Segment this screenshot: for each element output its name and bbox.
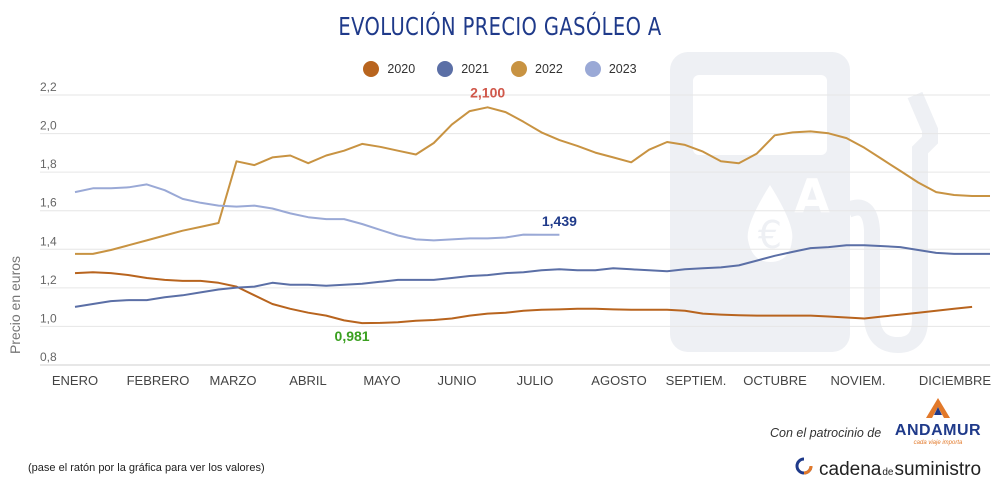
brand-part1: cadena bbox=[819, 459, 882, 480]
grid-lines bbox=[40, 94, 990, 366]
y-axis: 0,8 1,0 1,2 1,4 1,6 1,8 2,0 2,2 bbox=[40, 80, 57, 364]
andamur-logo-icon bbox=[926, 398, 950, 418]
y-tick-label: 2,0 bbox=[40, 119, 57, 133]
legend: 2020 2021 2022 2023 bbox=[0, 61, 1000, 77]
x-tick-label: ENERO bbox=[52, 373, 98, 388]
legend-swatch bbox=[363, 61, 380, 77]
y-tick-label: 1,2 bbox=[40, 273, 57, 287]
x-tick-label: MARZO bbox=[210, 373, 257, 388]
x-tick-label: OCTUBRE bbox=[743, 373, 807, 388]
legend-item-2021[interactable]: 2021 bbox=[437, 61, 489, 77]
x-tick-label: JUNIO bbox=[438, 373, 477, 388]
series-line-2023[interactable] bbox=[74, 183, 560, 242]
series-line-2021[interactable] bbox=[74, 244, 990, 308]
x-axis: ENERO FEBRERO MARZO ABRIL MAYO JUNIO JULIO AGOS… bbox=[52, 373, 992, 388]
svg-text:€: € bbox=[758, 213, 782, 257]
svg-text:A: A bbox=[794, 169, 830, 223]
brand-part2: de bbox=[882, 467, 894, 478]
series-line-2022[interactable] bbox=[75, 106, 990, 255]
sponsor-text: Con el patrocinio de bbox=[770, 426, 882, 440]
y-axis-label: Precio en euros bbox=[7, 256, 23, 354]
legend-label: 2022 bbox=[535, 62, 563, 76]
legend-swatch bbox=[584, 61, 601, 77]
andamur-tagline: cada viaje importa bbox=[913, 440, 963, 446]
x-tick-label: FEBRERO bbox=[127, 373, 190, 388]
x-tick-label: SEPTIEM. bbox=[666, 373, 727, 388]
series-lines bbox=[74, 106, 990, 325]
legend-label: 2020 bbox=[387, 62, 416, 76]
fuel-pump-icon: € A bbox=[670, 52, 938, 354]
cadena-icon bbox=[795, 457, 813, 475]
annotation-2022: 2,100 bbox=[470, 84, 505, 100]
y-tick-label: 1,6 bbox=[40, 196, 57, 210]
brand-part3: suministro bbox=[894, 459, 982, 480]
legend-swatch bbox=[437, 61, 454, 77]
legend-item-2020[interactable]: 2020 bbox=[363, 61, 415, 77]
legend-item-2023[interactable]: 2023 bbox=[584, 61, 637, 77]
x-tick-label: AGOSTO bbox=[591, 373, 646, 388]
x-tick-label: DICIEMBRE bbox=[919, 373, 992, 388]
annotation-2020: 0,981 bbox=[335, 328, 370, 344]
y-tick-label: 0,8 bbox=[40, 350, 57, 364]
x-tick-label: NOVIEM. bbox=[831, 373, 886, 388]
y-tick-label: 2,2 bbox=[40, 80, 57, 94]
legend-label: 2021 bbox=[461, 62, 489, 76]
y-tick-label: 1,8 bbox=[40, 157, 57, 171]
legend-swatch bbox=[511, 61, 527, 77]
annotations: 2,100 1,439 0,981 bbox=[335, 84, 578, 344]
y-tick-label: 1,4 bbox=[40, 234, 57, 248]
annotation-2023: 1,439 bbox=[542, 213, 577, 229]
andamur-name: ANDAMUR bbox=[894, 422, 982, 439]
chart-title: EVOLUCIÓN PRECIO GASÓLEO A bbox=[338, 12, 662, 41]
cadena-suministro-logo[interactable]: cadena de suministro bbox=[795, 457, 981, 481]
x-tick-label: MAYO bbox=[363, 373, 400, 388]
hover-hint: (pase el ratón por la gráfica para ver l… bbox=[28, 462, 265, 474]
x-tick-label: ABRIL bbox=[289, 373, 327, 388]
series-line-2020[interactable] bbox=[74, 271, 973, 325]
legend-label: 2023 bbox=[608, 62, 637, 76]
legend-item-2022[interactable]: 2022 bbox=[511, 61, 563, 77]
x-tick-label: JULIO bbox=[517, 373, 554, 388]
y-tick-label: 1,0 bbox=[40, 311, 57, 325]
andamur-logo[interactable]: ANDAMUR cada viaje importa bbox=[893, 397, 983, 446]
